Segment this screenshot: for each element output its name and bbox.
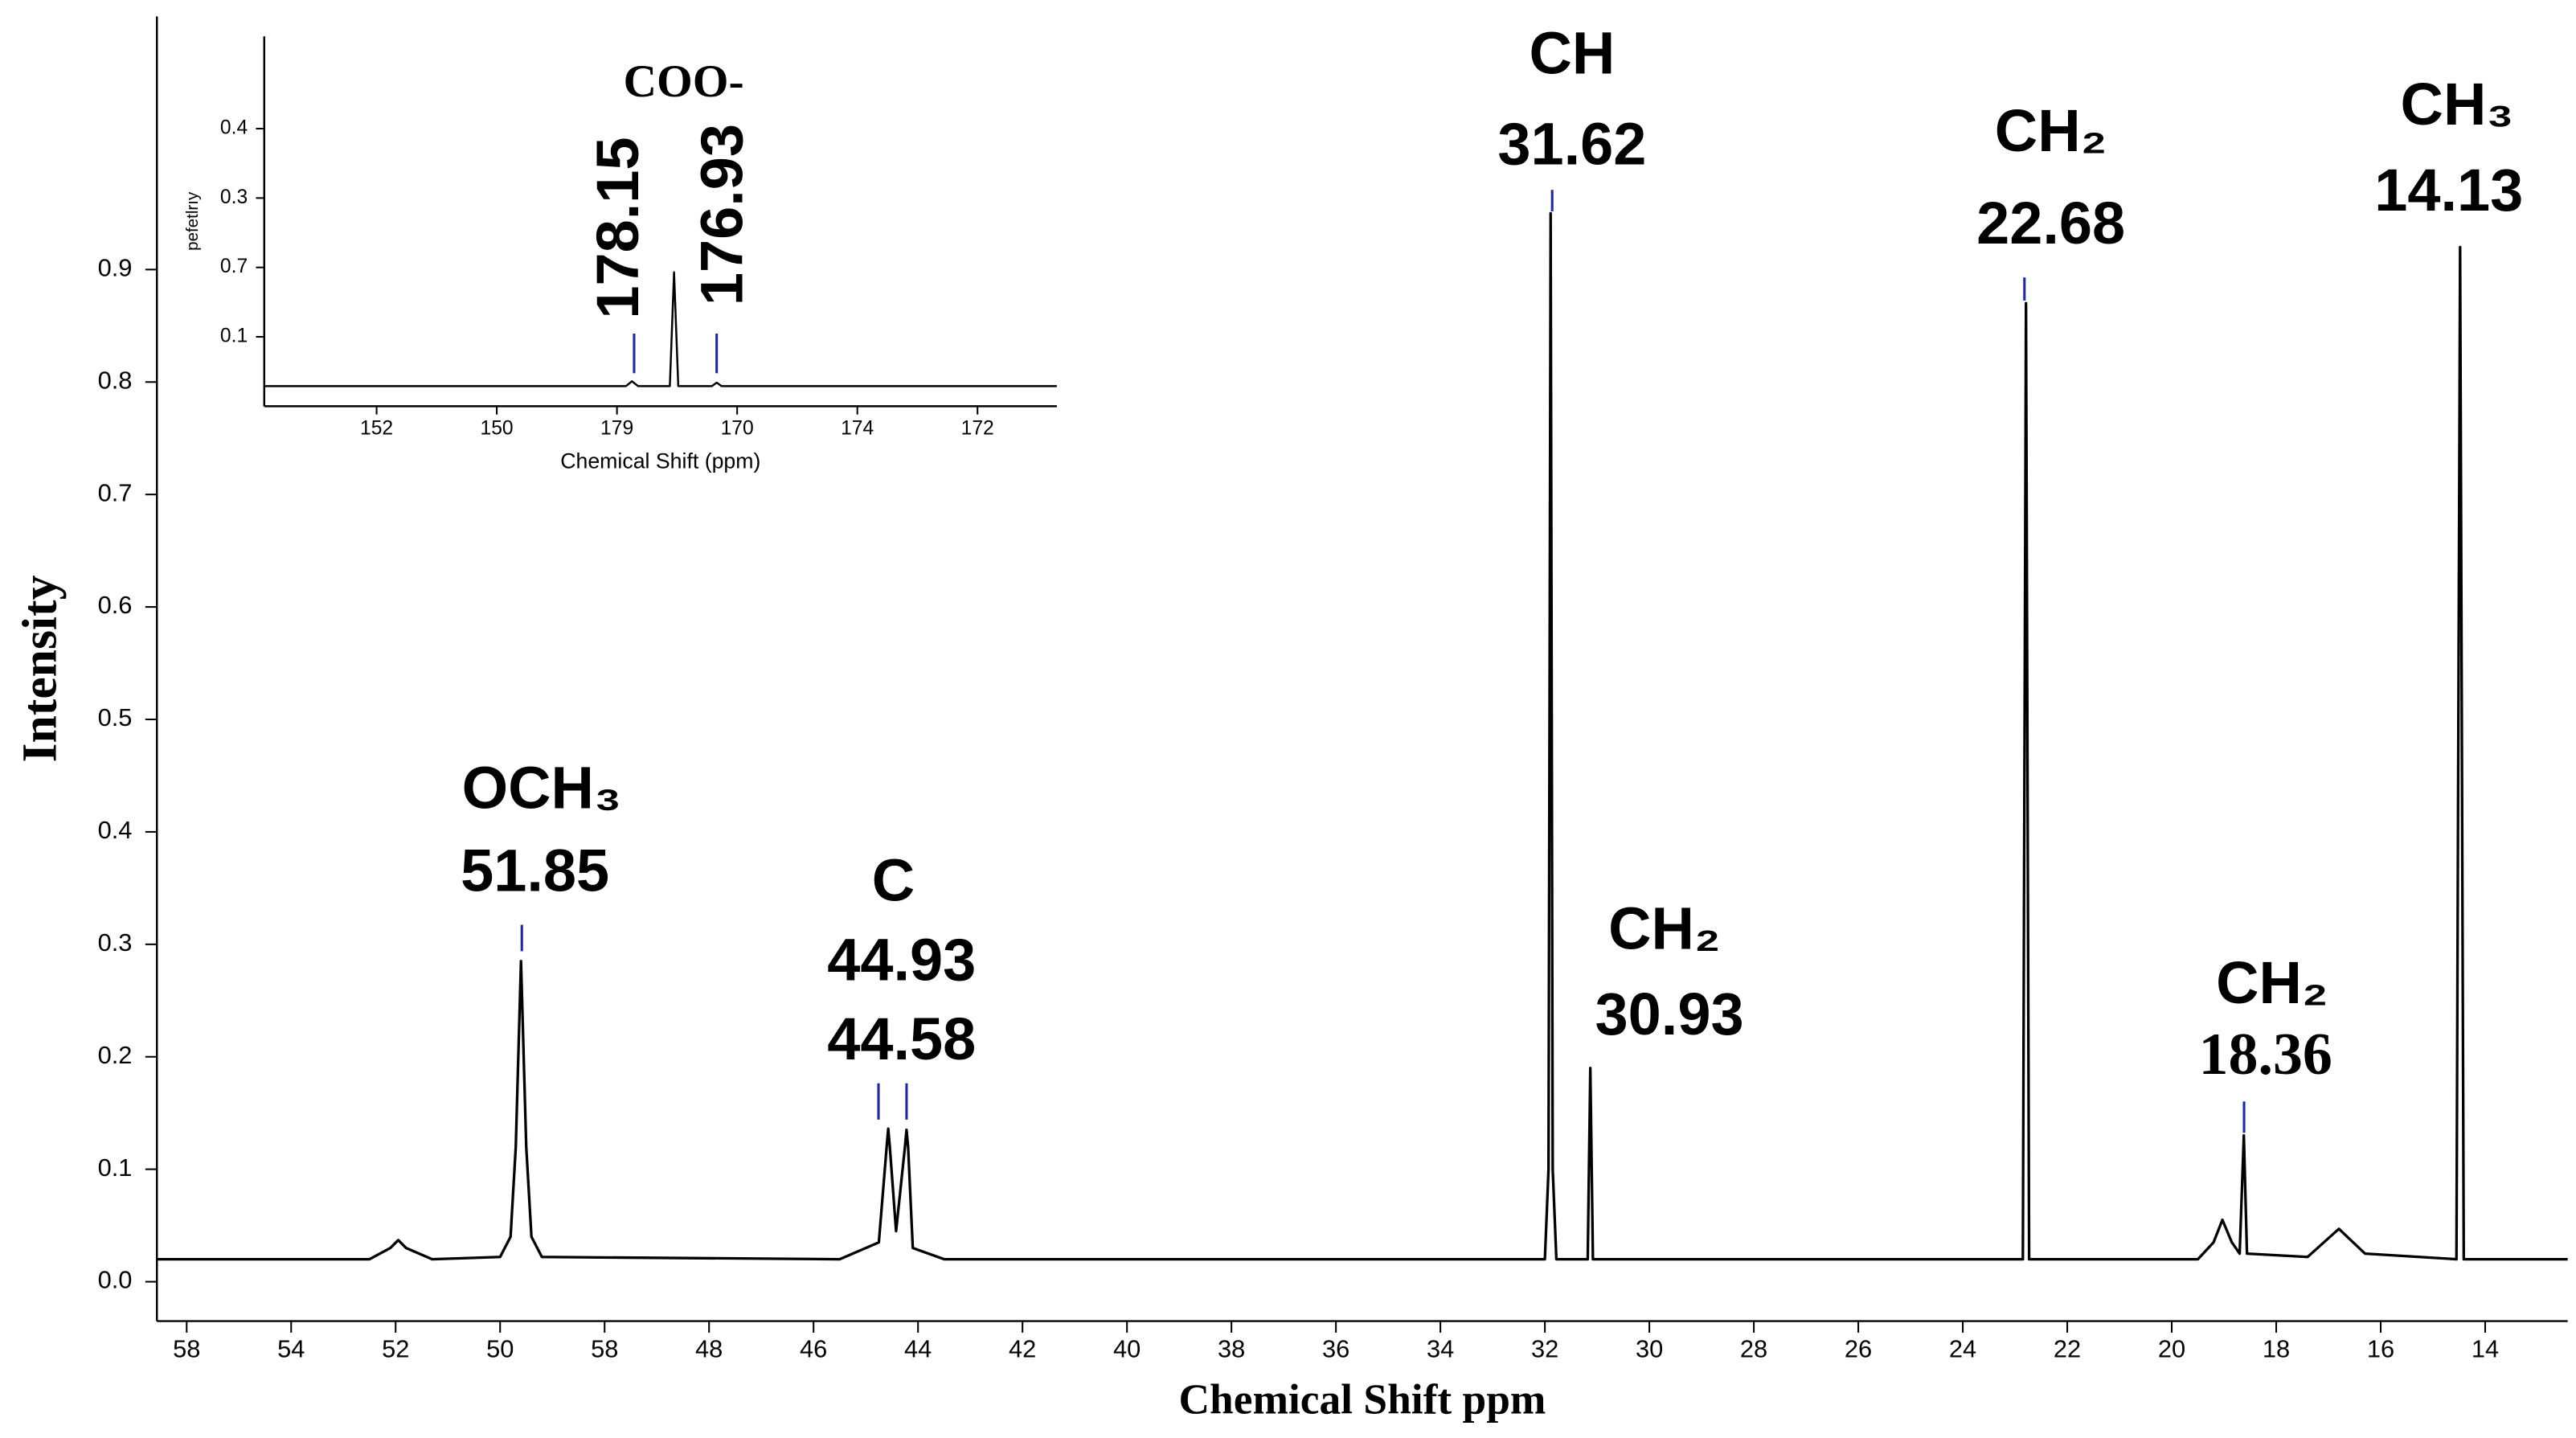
x-tick-label: 152 — [360, 418, 393, 440]
x-tick-label: 50 — [486, 1335, 514, 1363]
y-tick-label: 0.4 — [220, 117, 248, 139]
peak-annotation: 51.85 — [461, 837, 609, 903]
x-tick-label: 40 — [1113, 1335, 1141, 1363]
peak-annotation: 14.13 — [2374, 157, 2523, 223]
y-tick-label: 0.8 — [98, 366, 133, 394]
y-tick-label: 0.7 — [98, 478, 133, 506]
x-tick-label: 26 — [1845, 1335, 1872, 1363]
x-tick-label: 22 — [2054, 1335, 2081, 1363]
x-tick-label: 28 — [1740, 1335, 1767, 1363]
y-tick-label: 0.4 — [98, 816, 133, 844]
y-tick-label: 0.9 — [98, 253, 133, 281]
y-tick-label: 0.3 — [98, 928, 133, 957]
x-tick-label: 58 — [591, 1335, 618, 1363]
y-axis-label: pefetlrıy — [183, 191, 202, 251]
peak-annotation: 22.68 — [1976, 190, 2125, 256]
peak-annotation: 44.58 — [827, 1006, 976, 1072]
peak-annotation: CH₂ — [1608, 895, 1721, 961]
spectrum-line — [157, 211, 2568, 1261]
x-tick-label: 32 — [1531, 1335, 1558, 1363]
peak-annotation: 31.62 — [1497, 110, 1646, 177]
peak-annotation: 178.15 — [584, 137, 651, 318]
x-tick-label: 179 — [600, 418, 633, 440]
x-tick-label: 46 — [800, 1335, 827, 1363]
x-tick-label: 24 — [1949, 1335, 1976, 1363]
chart-title: COO- — [623, 56, 743, 107]
y-tick-label: 0.5 — [98, 703, 133, 731]
x-tick-label: 150 — [481, 418, 514, 440]
x-tick-label: 174 — [841, 418, 874, 440]
peak-annotation: 18.36 — [2199, 1021, 2332, 1087]
peak-annotation: CH₂ — [2216, 949, 2328, 1016]
y-tick-label: 0.3 — [220, 186, 248, 208]
x-tick-label: 54 — [277, 1335, 305, 1363]
peak-annotation: CH₂ — [1995, 97, 2107, 164]
peak-annotation: CH — [1529, 19, 1615, 86]
y-axis-label: Intensity — [13, 575, 68, 762]
x-tick-label: 34 — [1427, 1335, 1454, 1363]
y-tick-label: 0.1 — [220, 326, 248, 347]
x-tick-label: 48 — [695, 1335, 723, 1363]
peak-annotation: CH₃ — [2401, 71, 2514, 137]
x-tick-label: 36 — [1322, 1335, 1349, 1363]
peak-annotation: C — [872, 847, 915, 914]
spectrum-line — [264, 271, 1057, 387]
y-tick-label: 0.1 — [98, 1153, 133, 1182]
x-tick-label: 42 — [1009, 1335, 1036, 1363]
peak-annotation: 30.93 — [1595, 981, 1744, 1047]
x-tick-label: 18 — [2263, 1335, 2290, 1363]
y-tick-label: 0.0 — [98, 1266, 133, 1294]
x-tick-label: 58 — [173, 1335, 200, 1363]
peak-annotation: 176.93 — [689, 124, 756, 305]
y-tick-label: 0.7 — [220, 256, 248, 277]
y-tick-label: 0.2 — [98, 1041, 133, 1069]
x-tick-label: 38 — [1218, 1335, 1245, 1363]
x-tick-label: 170 — [721, 418, 754, 440]
x-tick-label: 52 — [382, 1335, 409, 1363]
x-axis-label: Chemical Shift ppm — [1178, 1375, 1546, 1424]
peak-annotation: OCH₃ — [462, 755, 622, 821]
x-tick-label: 172 — [961, 418, 994, 440]
x-tick-label: 30 — [1636, 1335, 1663, 1363]
x-tick-label: 14 — [2472, 1335, 2499, 1363]
x-axis-label: Chemical Shift (ppm) — [560, 449, 760, 473]
x-tick-label: 16 — [2367, 1335, 2394, 1363]
y-tick-label: 0.6 — [98, 591, 133, 619]
x-tick-label: 20 — [2158, 1335, 2185, 1363]
x-tick-label: 44 — [904, 1335, 932, 1363]
peak-annotation: 44.93 — [827, 926, 976, 993]
